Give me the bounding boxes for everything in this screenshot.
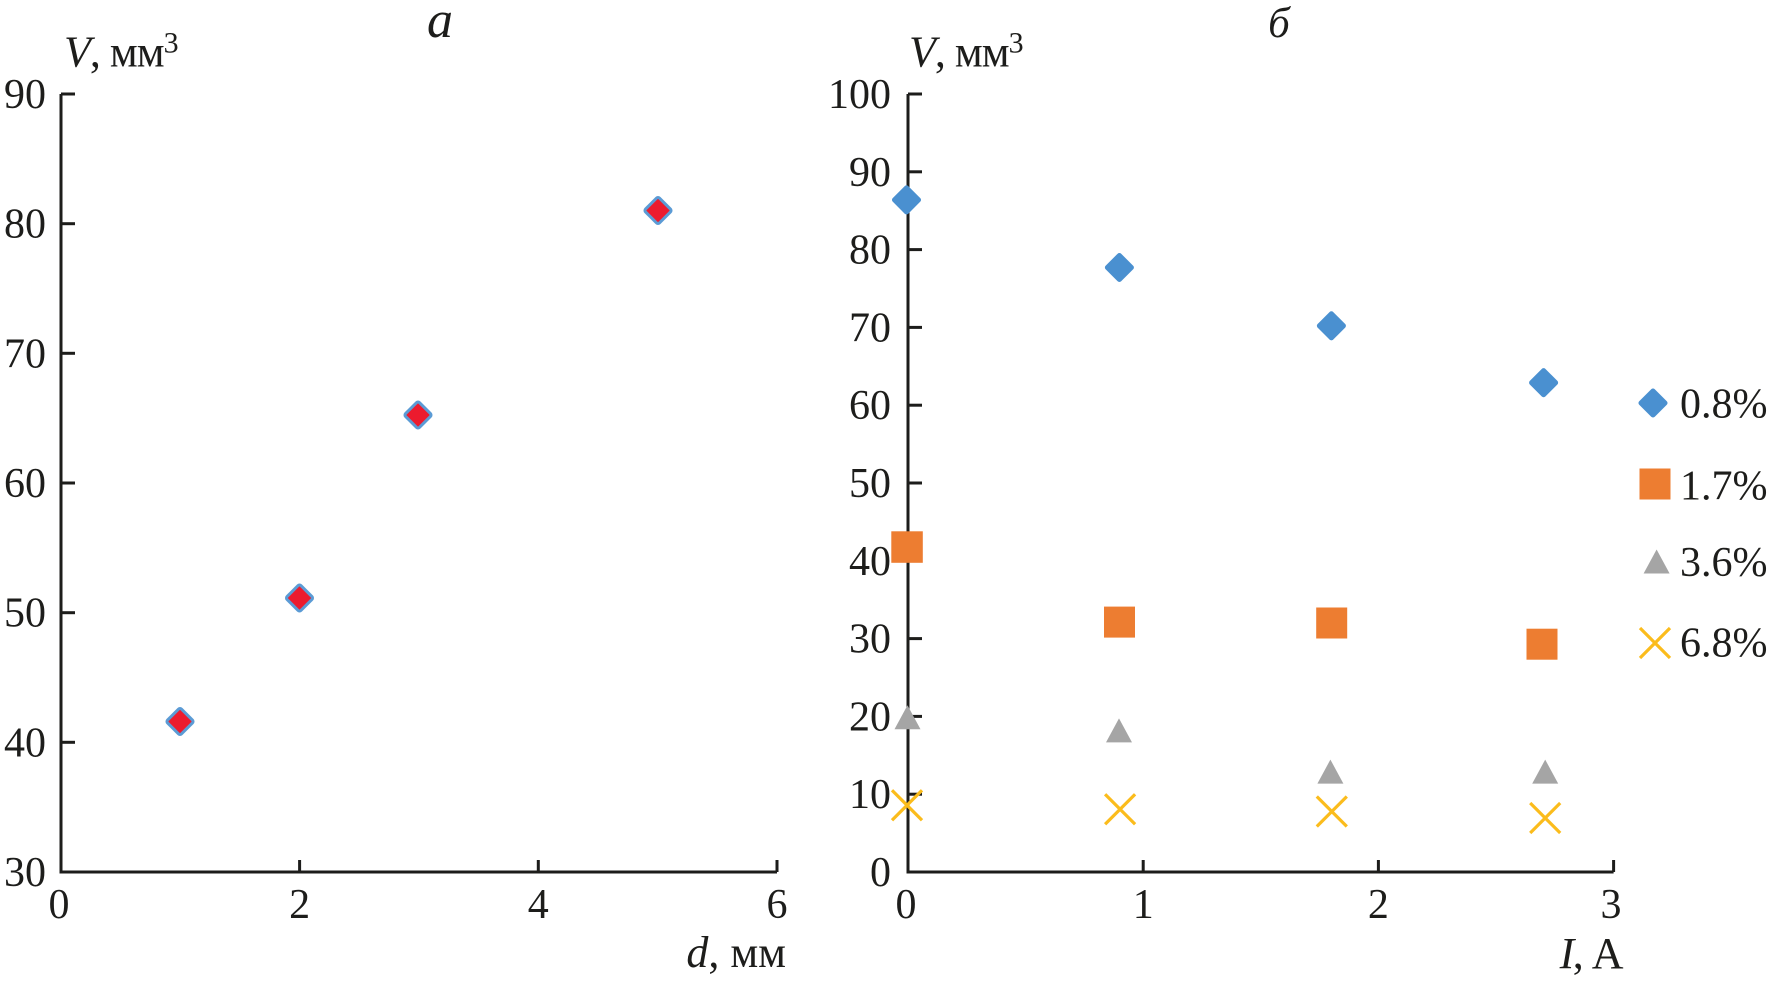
svg-text:0: 0 <box>896 882 917 928</box>
svg-text:20: 20 <box>849 694 891 740</box>
svg-text:a: a <box>427 0 453 49</box>
svg-text:30: 30 <box>849 617 891 663</box>
svg-text:60: 60 <box>849 383 891 429</box>
svg-text:0.8%: 0.8% <box>1680 382 1768 428</box>
svg-text:3: 3 <box>1601 882 1622 928</box>
svg-text:0: 0 <box>49 882 70 928</box>
svg-text:I, А: I, А <box>1559 929 1624 978</box>
svg-text:10: 10 <box>849 772 891 818</box>
svg-text:80: 80 <box>4 202 46 248</box>
svg-text:30: 30 <box>4 850 46 896</box>
svg-text:100: 100 <box>828 72 891 118</box>
svg-text:70: 70 <box>4 331 46 377</box>
svg-text:50: 50 <box>849 461 891 507</box>
svg-text:0: 0 <box>870 850 891 896</box>
svg-text:40: 40 <box>849 539 891 585</box>
svg-text:1.7%: 1.7% <box>1680 464 1768 510</box>
svg-text:б: б <box>1268 0 1291 47</box>
svg-text:80: 80 <box>849 228 891 274</box>
svg-text:2: 2 <box>1368 882 1389 928</box>
svg-text:3.6%: 3.6% <box>1680 540 1768 586</box>
svg-text:90: 90 <box>849 150 891 196</box>
svg-text:V, мм3: V, мм3 <box>909 27 1023 77</box>
svg-text:2: 2 <box>289 882 310 928</box>
svg-text:1: 1 <box>1133 882 1154 928</box>
svg-text:50: 50 <box>4 591 46 637</box>
svg-text:70: 70 <box>849 305 891 351</box>
svg-text:40: 40 <box>4 720 46 766</box>
svg-text:90: 90 <box>4 72 46 118</box>
svg-text:6: 6 <box>767 882 788 928</box>
svg-text:4: 4 <box>528 882 549 928</box>
svg-text:d, мм: d, мм <box>686 928 786 977</box>
svg-text:60: 60 <box>4 461 46 507</box>
svg-text:6.8%: 6.8% <box>1680 621 1768 667</box>
svg-text:V, мм3: V, мм3 <box>64 27 178 77</box>
